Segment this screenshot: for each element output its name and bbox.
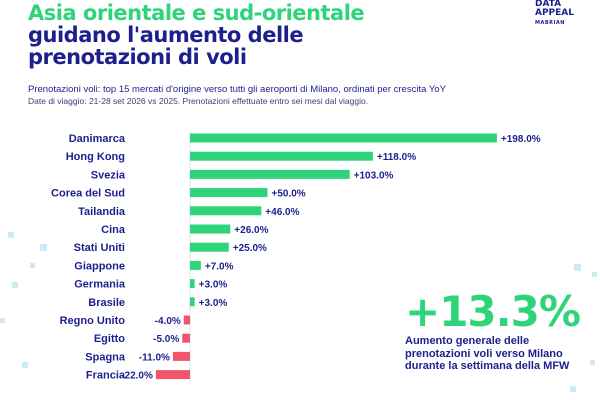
logo-line-2: APPEAL xyxy=(535,8,575,18)
category-label: Giappone xyxy=(74,260,125,272)
logo-line-1: DATA xyxy=(535,0,562,9)
category-label: Egitto xyxy=(94,333,125,345)
bar xyxy=(190,133,497,143)
category-label: Spagna xyxy=(85,351,126,363)
bar xyxy=(190,151,373,161)
decorative-square xyxy=(8,232,14,238)
category-label: Svezia xyxy=(91,169,126,181)
chart-title: Asia orientale e sud-orientale guidano l… xyxy=(28,2,448,68)
decorative-square xyxy=(590,360,595,365)
highlight-text: Aumento generale delle prenotazioni voli… xyxy=(405,335,570,372)
category-label: Hong Kong xyxy=(66,151,125,163)
category-label: Cina xyxy=(101,224,126,236)
bar xyxy=(182,333,190,343)
value-label: +198.0% xyxy=(501,134,541,145)
category-label: Brasile xyxy=(88,297,125,309)
value-label: +103.0% xyxy=(354,170,394,181)
value-label: +118.0% xyxy=(377,152,416,163)
decorative-square xyxy=(22,362,28,368)
highlight-value: +13.3% xyxy=(405,287,581,336)
chart-note: Date di viaggio: 21-28 set 2026 vs 2025.… xyxy=(28,96,369,106)
value-label: +26.0% xyxy=(234,225,268,236)
decorative-square xyxy=(0,318,5,323)
decorative-square xyxy=(12,282,18,288)
category-label: Corea del Sud xyxy=(51,188,125,200)
value-label: -22.0% xyxy=(121,371,153,382)
category-label: Germania xyxy=(74,279,126,291)
value-label: +25.0% xyxy=(233,243,267,254)
bar xyxy=(183,315,190,325)
bar xyxy=(190,297,195,307)
bar xyxy=(190,188,268,198)
chart-subtitle: Prenotazioni voli: top 15 mercati d'orig… xyxy=(28,84,446,95)
logo-line-3: MABRIAN xyxy=(535,20,565,26)
bar xyxy=(190,169,350,179)
title-line-3: prenotazioni di voli xyxy=(28,45,247,69)
value-label: +3.0% xyxy=(199,298,228,309)
bar xyxy=(155,370,190,380)
bar xyxy=(190,260,201,270)
value-label: +46.0% xyxy=(265,207,299,218)
category-label: Tailandia xyxy=(78,206,126,218)
title-line-1: Asia orientale e sud-orientale xyxy=(28,1,365,25)
bar xyxy=(172,351,190,361)
decorative-square xyxy=(592,272,597,277)
bar xyxy=(190,279,195,289)
data-appeal-logo: DATA APPEAL MABRIAN xyxy=(535,0,595,28)
bar xyxy=(190,242,229,252)
bar xyxy=(190,206,262,216)
bar xyxy=(190,224,231,234)
category-label: Regno Unito xyxy=(60,315,126,327)
category-label: Danimarca xyxy=(69,133,126,145)
decorative-square xyxy=(574,264,581,271)
value-label: -4.0% xyxy=(155,316,181,327)
value-label: -5.0% xyxy=(153,334,179,345)
category-label: Francia xyxy=(86,370,126,382)
category-label: Stati Uniti xyxy=(74,242,125,254)
decorative-square xyxy=(570,386,576,392)
value-label: -11.0% xyxy=(139,352,170,363)
decorative-square xyxy=(30,263,35,268)
value-label: +50.0% xyxy=(272,189,306,200)
value-label: +3.0% xyxy=(199,280,228,291)
title-line-2: guidano l'aumento delle xyxy=(28,23,304,47)
value-label: +7.0% xyxy=(205,261,234,272)
decorative-square xyxy=(40,244,47,251)
